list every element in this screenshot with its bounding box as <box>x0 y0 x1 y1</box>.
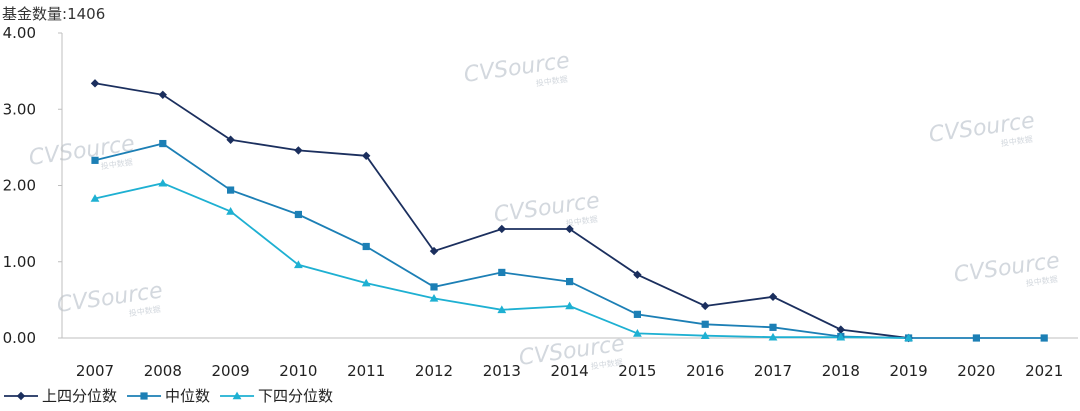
fund-count-label: 基金数量:1406 <box>2 3 105 24</box>
x-tick-label: 2017 <box>754 362 792 380</box>
data-point-1 <box>91 156 99 164</box>
data-point-0 <box>158 90 167 99</box>
watermark-subtitle: 投中数据 <box>565 214 598 228</box>
data-point-2 <box>226 207 235 215</box>
y-tick-label: 1.00 <box>3 253 36 271</box>
data-point-0 <box>633 270 642 279</box>
data-point-1 <box>701 320 709 328</box>
legend-item-1: 中位数 <box>127 387 210 405</box>
data-point-2 <box>497 305 507 314</box>
data-point-0 <box>294 146 303 155</box>
data-point-1 <box>1040 334 1048 342</box>
series-markers-group <box>90 79 1048 343</box>
x-tick-label: 2020 <box>957 362 995 380</box>
data-point-2 <box>90 194 100 202</box>
data-point-2 <box>904 333 913 342</box>
data-point-0 <box>565 224 574 234</box>
data-point-1 <box>566 277 574 286</box>
data-point-2 <box>361 278 371 287</box>
data-point-0 <box>836 325 845 334</box>
data-point-1 <box>227 186 235 194</box>
data-point-0 <box>362 151 371 160</box>
data-point-1 <box>972 334 980 342</box>
data-point-0 <box>768 292 778 302</box>
legend-label: 中位数 <box>165 387 210 405</box>
legend-marker <box>232 391 242 400</box>
legend-item-0: 上四分位数 <box>4 387 117 405</box>
data-point-2 <box>294 260 303 269</box>
watermark-subtitle: 投中数据 <box>535 74 568 88</box>
watermark-subtitle: 投中数据 <box>1000 134 1033 148</box>
x-tick-label: 2007 <box>76 362 114 380</box>
x-tick-label: 2009 <box>212 362 250 380</box>
x-tick-label: 2018 <box>822 362 860 380</box>
data-point-2 <box>429 293 439 302</box>
data-point-0 <box>90 79 100 88</box>
watermark-subtitle: 投中数据 <box>128 304 161 318</box>
data-point-1 <box>769 323 777 331</box>
data-point-0 <box>701 301 710 311</box>
x-tick-label: 2021 <box>1025 362 1063 380</box>
x-tick-label: 2012 <box>415 362 453 380</box>
data-point-1 <box>498 268 506 277</box>
fund-count-caption: 基金数量: <box>2 5 68 23</box>
data-point-1 <box>294 210 302 219</box>
data-point-2 <box>768 332 778 341</box>
x-tick-label: 2010 <box>279 362 317 380</box>
legend-label: 下四分位数 <box>258 387 333 405</box>
watermark-subtitle: 投中数据 <box>590 357 623 371</box>
data-point-2 <box>565 301 574 310</box>
x-tick-label: 2008 <box>144 362 182 380</box>
y-tick-label: 3.00 <box>3 100 36 118</box>
fund-count-value: 1406 <box>67 5 106 23</box>
data-point-2 <box>836 332 846 341</box>
x-tick-label: 2011 <box>347 362 385 380</box>
y-tick-label: 4.00 <box>3 24 36 42</box>
legend: 上四分位数 中位数 下四分位数 <box>4 387 333 405</box>
legend-label: 上四分位数 <box>42 387 117 405</box>
data-point-0 <box>497 224 506 234</box>
x-tick-label: 2013 <box>483 362 521 380</box>
legend-marker <box>140 392 148 400</box>
data-point-0 <box>429 246 439 256</box>
x-tick-label: 2019 <box>890 362 928 380</box>
legend-item-2: 下四分位数 <box>220 387 333 405</box>
data-point-0 <box>226 135 235 144</box>
watermark-subtitle: 投中数据 <box>100 157 133 171</box>
watermark-subtitle: 投中数据 <box>1025 274 1058 288</box>
y-tick-label: 2.00 <box>3 177 36 195</box>
x-tick-label: 2015 <box>618 362 656 380</box>
data-point-2 <box>700 331 710 340</box>
data-point-1 <box>159 139 167 148</box>
y-tick-label: 0.00 <box>3 329 36 347</box>
data-point-1 <box>633 310 641 318</box>
x-tick-label: 2016 <box>686 362 724 380</box>
legend-marker <box>16 391 26 401</box>
data-point-2 <box>633 329 642 337</box>
x-tick-label: 2014 <box>551 362 589 380</box>
data-point-1 <box>362 242 370 251</box>
data-point-1 <box>430 283 438 291</box>
data-point-2 <box>158 178 168 187</box>
